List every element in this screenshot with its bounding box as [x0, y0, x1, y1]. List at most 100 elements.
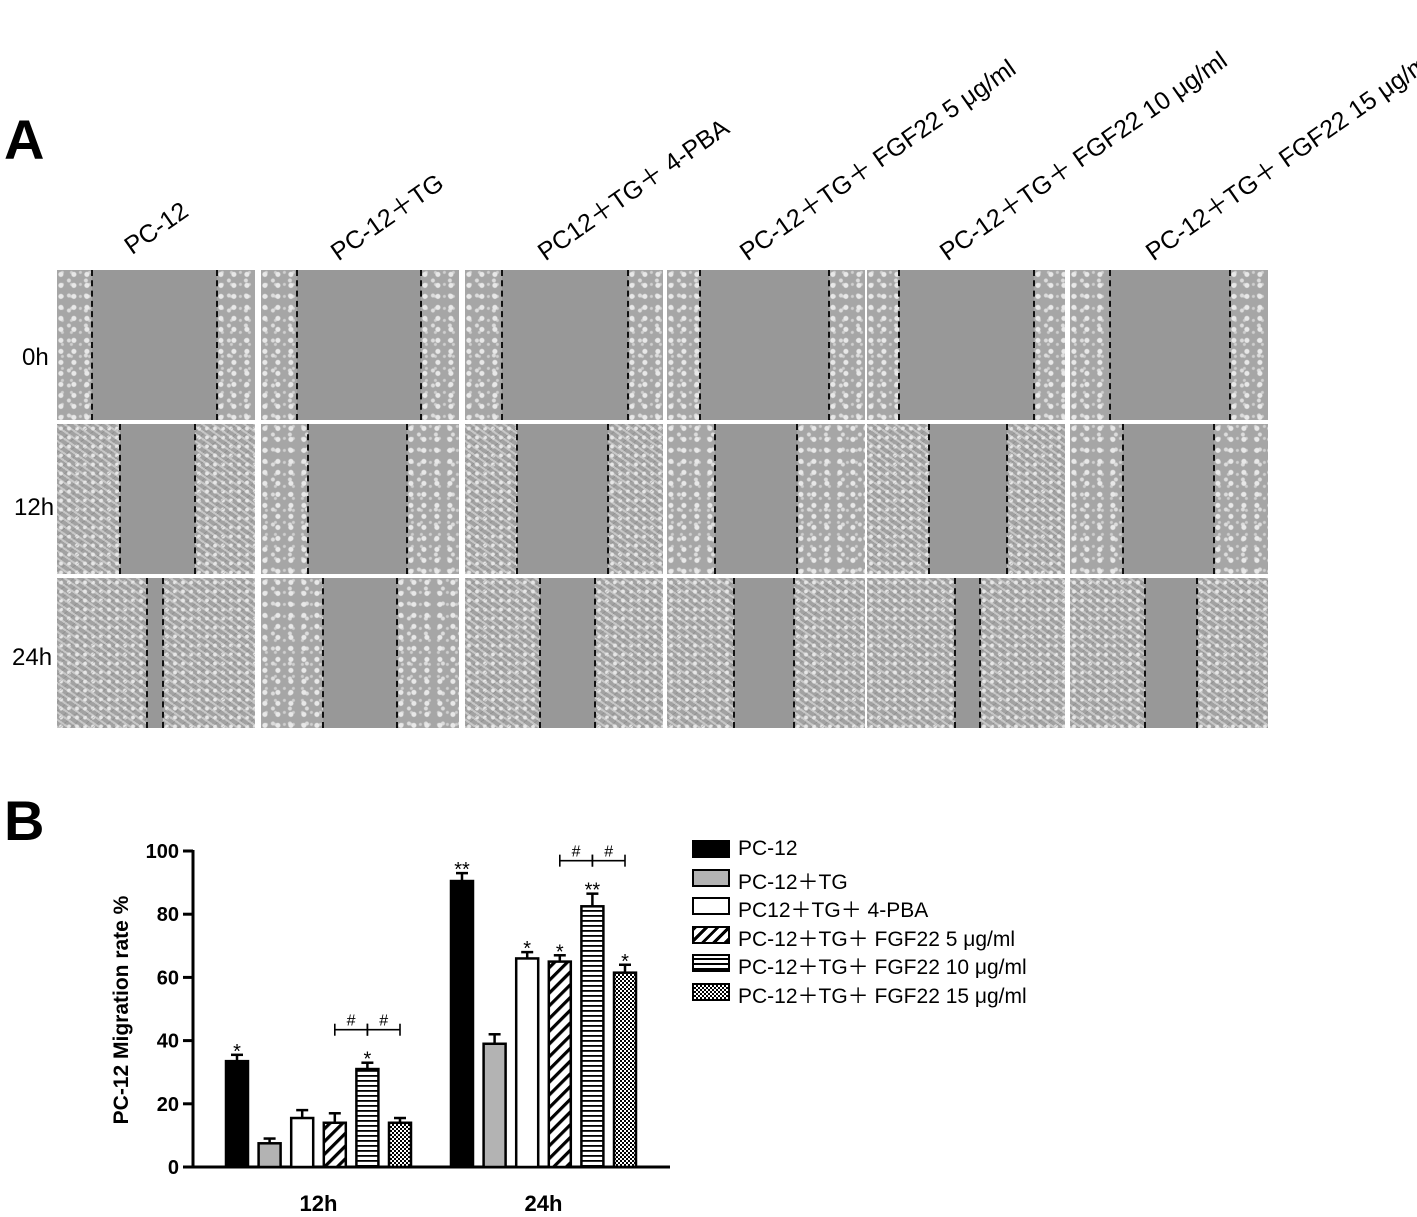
significance-marker: * [556, 941, 564, 963]
cell-texture-right [829, 270, 865, 420]
micrograph-cell [465, 424, 663, 574]
y-axis-label: PC-12 Migration rate % [110, 895, 133, 1124]
micrograph-cell [1070, 578, 1268, 728]
cell-texture-right [397, 578, 459, 728]
comparison-label: # [347, 1013, 356, 1030]
wound-edge-left [501, 270, 503, 420]
scratch-gap [734, 578, 794, 728]
legend-swatch [692, 926, 730, 944]
scratch-gap [955, 578, 980, 728]
wound-edge-left [954, 578, 956, 728]
cell-texture-left [1070, 270, 1110, 420]
micrograph-cell [465, 578, 663, 728]
cell-texture-left [667, 424, 715, 574]
wound-edge-right [796, 424, 798, 574]
bar [224, 1059, 250, 1169]
wound-edge-right [1006, 424, 1008, 574]
micrograph-cell [57, 578, 255, 728]
cell-texture-left [57, 270, 92, 420]
scratch-gap [92, 270, 217, 420]
legend-label: PC-12＋TG＋ FGF22 5 μg/ml [738, 928, 1015, 951]
row-label-12h: 12h [14, 494, 55, 521]
scratch-gap [715, 424, 797, 574]
significance-marker: * [364, 1049, 372, 1071]
cell-texture-right [595, 578, 663, 728]
wound-edge-right [594, 578, 596, 728]
cell-texture-right [407, 424, 459, 574]
legend-swatch [692, 954, 730, 972]
row-label-0h: 0h [22, 344, 49, 371]
wound-edge-left [1109, 270, 1111, 420]
wound-edge-right [607, 424, 609, 574]
scratch-gap [517, 424, 608, 574]
cell-texture-left [57, 578, 147, 728]
bar [322, 1121, 348, 1169]
cell-texture-left [465, 424, 517, 574]
cell-texture-left [465, 578, 540, 728]
micrograph-cell [667, 578, 865, 728]
cell-texture-left [57, 424, 120, 574]
wound-edge-left [516, 424, 518, 574]
cell-texture-left [667, 578, 734, 728]
cell-texture-right [1034, 270, 1065, 420]
wound-edge-left [1122, 424, 1124, 574]
wound-edge-left [733, 578, 735, 728]
wound-edge-left [539, 578, 541, 728]
wound-edge-left [699, 270, 701, 420]
y-tick-label: 80 [157, 904, 179, 926]
scratch-gap [308, 424, 407, 574]
wound-edge-left [1144, 578, 1146, 728]
cell-texture-right [1214, 424, 1268, 574]
wound-edge-left [714, 424, 716, 574]
legend-label: PC-12＋TG [738, 871, 848, 894]
cell-texture-right [980, 578, 1065, 728]
wound-edge-right [194, 424, 196, 574]
cell-texture-right [794, 578, 865, 728]
scratch-gap [1110, 270, 1230, 420]
panel-label-b: B [4, 789, 45, 852]
y-tick-label: 20 [157, 1094, 179, 1116]
cell-texture-right [421, 270, 459, 420]
comparison-label: # [604, 844, 613, 861]
cell-texture-left [1070, 424, 1123, 574]
comparison-label: # [379, 1013, 388, 1030]
scratch-gap [147, 578, 163, 728]
y-tick-label: 0 [168, 1157, 179, 1179]
micrograph-cell [867, 578, 1065, 728]
scratch-gap [540, 578, 595, 728]
wound-edge-right [162, 578, 164, 728]
legend-swatch [692, 869, 730, 887]
cell-texture-right [628, 270, 663, 420]
cell-texture-left [261, 424, 308, 574]
wound-edge-left [898, 270, 900, 420]
cell-texture-right [1230, 270, 1268, 420]
cell-texture-left [261, 270, 297, 420]
wound-edge-left [928, 424, 930, 574]
row-label-24h: 24h [12, 644, 53, 671]
scratch-gap [929, 424, 1007, 574]
micrograph-cell [867, 424, 1065, 574]
scratch-gap [297, 270, 421, 420]
wound-edge-right [979, 578, 981, 728]
significance-marker: * [621, 951, 629, 973]
significance-marker: ** [454, 859, 470, 881]
cell-texture-left [465, 270, 502, 420]
scratch-gap [502, 270, 628, 420]
wound-edge-right [1033, 270, 1035, 420]
wound-edge-right [1229, 270, 1231, 420]
column-label-pc12: PC-12 [119, 196, 194, 261]
bar [289, 1116, 315, 1169]
cell-texture-right [608, 424, 663, 574]
cell-texture-right [217, 270, 255, 420]
bar [514, 957, 540, 1169]
micrograph-cell [261, 270, 459, 420]
micrograph-cell [867, 270, 1065, 420]
scratch-gap [1123, 424, 1214, 574]
cell-texture-left [867, 424, 929, 574]
cell-texture-right [1007, 424, 1065, 574]
micrograph-cell [261, 578, 459, 728]
bar [612, 971, 638, 1169]
bar [257, 1142, 282, 1169]
cell-texture-right [1197, 578, 1268, 728]
wound-edge-left [146, 578, 148, 728]
